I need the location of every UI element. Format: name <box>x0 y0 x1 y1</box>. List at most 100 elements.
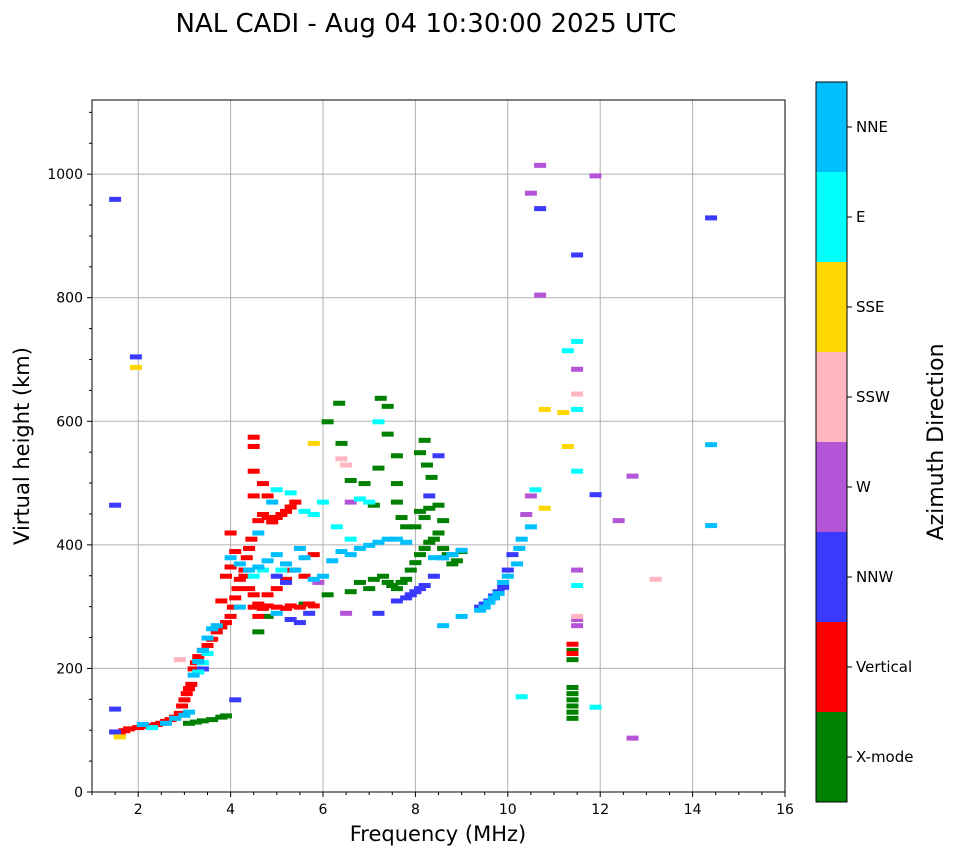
echo-point <box>492 591 505 597</box>
echo-point <box>483 599 496 605</box>
echo-point <box>196 647 209 653</box>
x-tick-label: 4 <box>226 802 235 818</box>
echo-point <box>367 502 380 508</box>
echo-point <box>206 626 219 632</box>
echo-point <box>219 713 232 719</box>
echo-point <box>326 558 339 564</box>
echo-point <box>109 706 122 712</box>
echo-point <box>390 481 403 487</box>
echo-point <box>534 162 547 168</box>
colorbar-label: NNW <box>856 568 893 586</box>
echo-point <box>233 576 246 582</box>
echo-point <box>252 629 265 635</box>
echo-point <box>372 539 385 545</box>
echo-point <box>400 539 413 545</box>
echo-point <box>566 657 579 663</box>
echo-point <box>566 697 579 703</box>
echo-point <box>497 584 510 590</box>
echo-point <box>381 431 394 437</box>
echo-point <box>280 579 293 585</box>
echo-point <box>206 717 219 723</box>
colorbar-label: E <box>856 208 865 226</box>
echo-point <box>298 573 311 579</box>
echo-point <box>192 654 205 660</box>
echo-point <box>566 641 579 647</box>
echo-point <box>146 725 159 731</box>
echo-point <box>589 704 602 710</box>
colorbar-segment <box>816 442 847 532</box>
echo-point <box>344 477 357 483</box>
echo-point <box>159 720 172 726</box>
echo-point <box>210 623 223 629</box>
echo-point <box>571 252 584 258</box>
echo-point <box>233 604 246 610</box>
echo-point <box>446 552 459 558</box>
echo-point <box>381 536 394 542</box>
echo-point <box>367 576 380 582</box>
echo-point <box>432 530 445 536</box>
echo-point <box>270 552 283 558</box>
echo-point <box>372 610 385 616</box>
echo-point <box>298 508 311 514</box>
echo-point <box>280 561 293 567</box>
echo-point <box>136 722 149 728</box>
echo-point <box>353 579 366 585</box>
echo-point <box>390 598 403 604</box>
echo-point <box>425 474 438 480</box>
echo-point <box>261 603 274 609</box>
echo-point <box>229 595 242 601</box>
echo-point <box>330 524 343 530</box>
colorbar-label: SSE <box>856 298 885 316</box>
echo-point <box>414 586 427 592</box>
echo-point <box>353 545 366 551</box>
echo-point <box>169 715 182 721</box>
echo-point <box>298 555 311 561</box>
echo-point <box>450 558 463 564</box>
echo-point <box>363 542 376 548</box>
echo-point <box>427 573 440 579</box>
echo-point <box>390 536 403 542</box>
echo-point <box>122 726 135 732</box>
echo-point <box>247 434 260 440</box>
echo-point <box>538 406 551 412</box>
x-tick-label: 12 <box>591 802 609 818</box>
echo-point <box>612 518 625 524</box>
echo-point <box>270 573 283 579</box>
echo-point <box>233 561 246 567</box>
echo-point <box>344 552 357 558</box>
echo-point <box>534 292 547 298</box>
echo-point <box>400 524 413 530</box>
colorbar-segment <box>816 262 847 352</box>
echo-point <box>252 564 265 570</box>
echo-point <box>538 505 551 511</box>
echo-point <box>307 603 320 609</box>
echo-point <box>571 406 584 412</box>
echo-point <box>626 735 639 741</box>
echo-point <box>437 623 450 629</box>
echo-point <box>353 496 366 502</box>
echo-point <box>247 493 260 499</box>
colorbar-label: Vertical <box>856 658 912 676</box>
echo-point <box>571 366 584 372</box>
echo-point <box>261 613 274 619</box>
echo-point <box>705 215 718 221</box>
echo-point <box>649 576 662 582</box>
echo-point <box>566 709 579 715</box>
echo-point <box>529 487 542 493</box>
echo-point <box>252 530 265 536</box>
echo-point <box>524 524 537 530</box>
echo-point <box>201 650 214 656</box>
echo-point <box>224 564 237 570</box>
echo-point <box>245 536 258 542</box>
echo-point <box>455 547 468 553</box>
echo-point <box>589 173 602 179</box>
echo-point <box>219 620 232 626</box>
echo-point <box>252 518 265 524</box>
echo-point <box>390 499 403 505</box>
echo-point <box>372 465 385 471</box>
echo-point <box>240 555 253 561</box>
echo-point <box>409 560 422 566</box>
echo-point <box>187 672 200 678</box>
echo-point <box>243 545 256 551</box>
echo-point <box>372 419 385 425</box>
